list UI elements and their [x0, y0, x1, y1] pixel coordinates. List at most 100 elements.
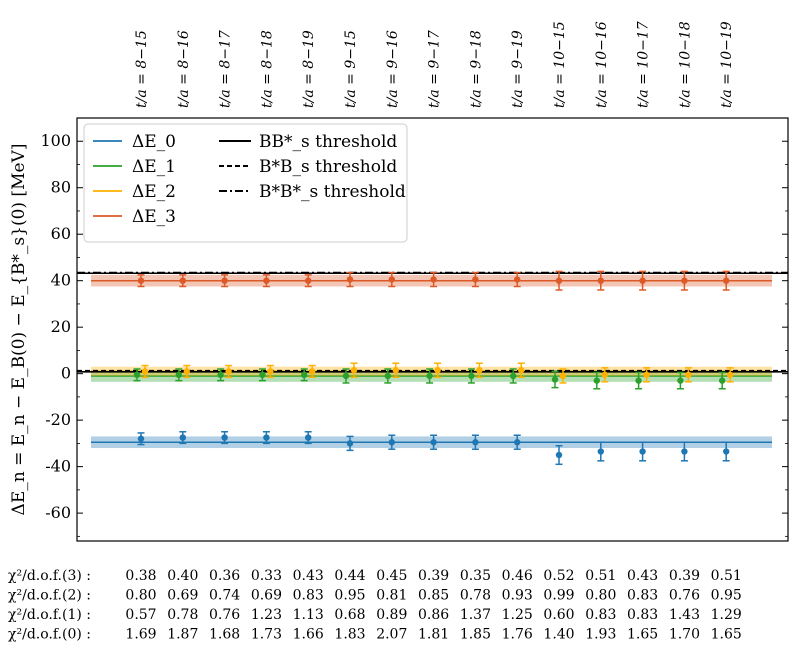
data-points	[133, 270, 734, 466]
fit-window-label: t/a = 9−15	[343, 30, 359, 108]
chi2-value: 0.99	[543, 588, 574, 604]
chi2-value: 1.40	[543, 627, 574, 643]
data-point	[301, 371, 308, 379]
legend-label: BB*_s threshold	[259, 132, 397, 152]
data-point	[472, 439, 479, 446]
data-point	[723, 277, 730, 284]
chi2-value: 1.73	[251, 627, 282, 643]
fit-window-label: t/a = 8−15	[134, 30, 150, 108]
chi2-row-label: χ²/d.o.f.(1) :	[8, 607, 91, 623]
legend-label: ΔE_3	[132, 207, 176, 227]
chi2-value: 1.76	[502, 627, 533, 643]
fit-window-labels: t/a = 8−15 t/a = 8−16 t/a = 8−17 t/a = 8−18…	[134, 21, 735, 108]
data-point	[221, 277, 228, 284]
data-point	[179, 434, 186, 441]
chi2-value: 1.37	[460, 607, 491, 623]
data-point	[635, 377, 642, 384]
data-point	[183, 368, 190, 375]
fit-window-label: t/a = 9−19	[510, 30, 526, 108]
data-point	[267, 368, 274, 375]
chi2-value: 0.83	[585, 607, 616, 623]
data-point	[350, 366, 358, 374]
data-point	[597, 448, 604, 455]
data-point	[305, 277, 312, 284]
y-tick-label: 80	[51, 178, 71, 197]
chi2-value: 0.43	[627, 568, 658, 584]
fit-window-label: t/a = 10−15	[552, 21, 568, 108]
chi2-value: 0.39	[418, 568, 449, 584]
fit-window-label: t/a = 10−18	[677, 21, 693, 108]
chi2-value: 0.69	[251, 588, 282, 604]
data-point	[259, 371, 266, 379]
data-point	[133, 371, 141, 379]
data-point	[221, 434, 228, 441]
data-point	[723, 448, 730, 455]
y-axis-label: ΔE_n = E_n − E_B(0) − E_{B*_s}(0) [MeV]	[9, 144, 29, 516]
data-point	[434, 366, 441, 374]
fit-window-label: t/a = 8−19	[301, 30, 317, 108]
chi2-value: 1.13	[293, 607, 324, 623]
chi2-value: 0.43	[293, 568, 324, 584]
chi2-value: 0.76	[669, 588, 700, 604]
chi2-value: 0.83	[293, 588, 324, 604]
chi2-value: 0.80	[125, 588, 156, 604]
data-point	[476, 366, 483, 374]
data-point	[217, 371, 224, 379]
fit-bands	[91, 274, 772, 449]
chi2-value: 0.51	[711, 568, 742, 584]
chi2-value: 0.45	[376, 568, 407, 584]
data-point	[426, 372, 433, 380]
fit-window-label: t/a = 10−17	[636, 21, 652, 108]
chi2-value: 0.89	[376, 607, 407, 623]
fit-window-label: t/a = 9−18	[468, 30, 484, 108]
chi2-value: 1.70	[669, 627, 700, 643]
data-point	[392, 366, 399, 374]
data-point	[263, 277, 270, 284]
chi2-value: 0.76	[209, 607, 240, 623]
data-point	[597, 277, 604, 284]
data-point	[639, 277, 646, 284]
chi2-value: 0.95	[711, 588, 742, 604]
y-axis-label-text: ΔE_n = E_n − E_B(0) − E_{B*_s}(0) [MeV]	[9, 144, 29, 516]
chi2-value: 1.65	[627, 627, 658, 643]
threshold-lines	[77, 271, 788, 373]
chi2-value: 1.29	[711, 607, 742, 623]
chi2-value: 0.46	[502, 568, 533, 584]
chi2-value: 0.39	[669, 568, 700, 584]
chi2-value: 0.78	[167, 607, 198, 623]
data-point	[551, 376, 559, 383]
chi2-value: 1.85	[460, 627, 491, 643]
chi2-value: 0.40	[167, 568, 198, 584]
data-point	[514, 276, 521, 283]
chi2-row-label: χ²/d.o.f.(2) :	[8, 588, 91, 604]
data-point	[639, 448, 646, 455]
chi2-value: 0.69	[167, 588, 198, 604]
data-point	[179, 277, 186, 284]
chi2-value: 1.43	[669, 607, 700, 623]
chi2-value: 0.85	[418, 588, 449, 604]
chi2-value: 0.74	[209, 588, 240, 604]
chi2-value: 1.23	[251, 607, 282, 623]
y-tick-label: 60	[51, 224, 71, 243]
chi2-value: 0.38	[125, 568, 156, 584]
y-tick-label: -20	[45, 410, 71, 429]
chi2-value: 1.69	[125, 627, 156, 643]
data-point	[305, 434, 312, 441]
data-point	[384, 372, 391, 380]
data-point	[342, 372, 350, 380]
chi2-value: 0.83	[627, 607, 658, 623]
legend-label: ΔE_0	[132, 132, 176, 152]
legend-label: B*B_s threshold	[259, 157, 397, 177]
chi2-value: 0.93	[502, 588, 533, 604]
chi2-value: 0.95	[334, 588, 365, 604]
legend-label: ΔE_1	[132, 157, 176, 177]
data-point	[681, 277, 688, 284]
data-point	[430, 439, 437, 446]
data-point	[472, 276, 479, 283]
chi2-row-label: χ²/d.o.f.(3) :	[8, 568, 91, 584]
chi2-value: 0.52	[543, 568, 574, 584]
y-ticks: 100 80 60 40 20 0 -20 -40 -60	[40, 117, 788, 537]
data-point	[388, 439, 395, 446]
axes-frame	[76, 117, 789, 542]
